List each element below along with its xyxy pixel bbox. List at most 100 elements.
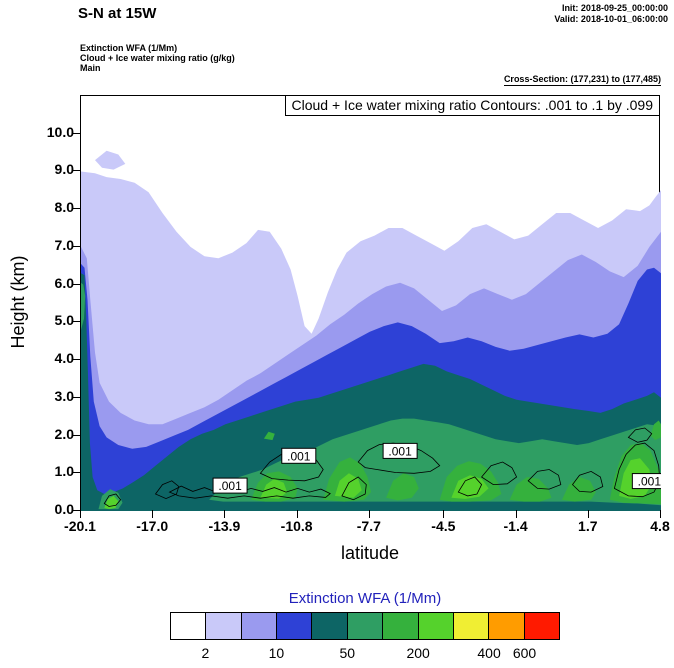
x-tick-mark bbox=[296, 510, 298, 518]
filled-region-lavender-blob-topleft bbox=[95, 150, 126, 170]
colorbar-swatch bbox=[382, 612, 419, 640]
x-tick-label: -10.8 bbox=[280, 518, 313, 534]
field-line-domain: Main bbox=[80, 63, 101, 73]
x-tick-mark bbox=[587, 510, 589, 518]
contour-line bbox=[627, 427, 653, 443]
y-tick-mark bbox=[72, 283, 80, 285]
filled-region-left-edge-green-sliver bbox=[81, 282, 86, 330]
colorbar-tick-label: 600 bbox=[512, 645, 537, 661]
x-tick-mark bbox=[443, 510, 445, 518]
y-tick-mark bbox=[72, 396, 80, 398]
contour-line bbox=[259, 451, 324, 482]
x-tick-label: -20.1 bbox=[64, 518, 96, 534]
contour-line bbox=[357, 442, 441, 474]
y-tick-label: 7.0 bbox=[54, 236, 74, 253]
filled-region-green-speck-2km bbox=[263, 431, 275, 441]
colorbar-swatch bbox=[346, 612, 384, 640]
colorbar-swatch bbox=[276, 612, 313, 640]
filled-region-surface-green-6 bbox=[562, 477, 596, 502]
x-tick-label: -1.4 bbox=[503, 518, 528, 534]
colorbar-swatch bbox=[205, 612, 242, 640]
x-tick-label: -7.7 bbox=[356, 518, 381, 534]
colorbar-tick-label: 50 bbox=[339, 645, 356, 661]
x-tick-mark bbox=[368, 510, 370, 518]
field-description: Extinction WFA (1/Mm) Cloud + Ice water … bbox=[80, 43, 235, 73]
y-tick-label: 1.0 bbox=[54, 463, 74, 480]
contour-label: .001 bbox=[388, 444, 412, 458]
x-tick-mark bbox=[515, 510, 517, 518]
contour-line bbox=[613, 442, 661, 498]
x-tick-label: 1.7 bbox=[578, 518, 598, 534]
y-tick-mark bbox=[72, 321, 80, 323]
contour-label-box bbox=[281, 447, 317, 464]
colorbar-tick-label: 200 bbox=[406, 645, 430, 661]
contour-label: .001 bbox=[638, 475, 661, 489]
contour-line bbox=[457, 476, 483, 497]
plot-area: .001 .001 .001 .001 Cloud + Ice water mixin… bbox=[80, 95, 661, 511]
y-tick-label: 0.0 bbox=[54, 501, 74, 517]
colorbar-swatch bbox=[523, 612, 560, 640]
filled-region-right-edge-green bbox=[650, 420, 661, 441]
run-times: Init: 2018-09-25_00:00:00 Valid: 2018-10… bbox=[554, 3, 668, 25]
contour-line bbox=[571, 470, 604, 493]
y-tick-label: 9.0 bbox=[54, 161, 74, 178]
y-tick-mark bbox=[72, 434, 80, 436]
x-tick-label: -17.0 bbox=[136, 518, 169, 534]
contour-info-box: Cloud + Ice water mixing ratio Contours:… bbox=[284, 95, 660, 116]
x-axis-title: latitude bbox=[340, 543, 400, 563]
contour-plot-canvas: .001 .001 .001 .001 bbox=[81, 150, 661, 511]
colorbar-title: Extinction WFA (1/Mm) bbox=[288, 590, 442, 607]
y-tick-mark bbox=[72, 472, 80, 474]
colorbar-swatch bbox=[488, 612, 525, 640]
y-tick-mark bbox=[72, 132, 80, 134]
x-tick-mark bbox=[660, 510, 661, 518]
y-tick-label: 8.0 bbox=[54, 199, 74, 216]
colorbar-swatch bbox=[311, 612, 348, 640]
y-tick-label: 6.0 bbox=[54, 274, 74, 291]
colorbar-tick-label: 2 bbox=[201, 645, 210, 661]
contour-label-box bbox=[382, 442, 418, 459]
contour-line bbox=[481, 461, 518, 486]
contour-line bbox=[154, 480, 180, 500]
y-axis-title: Height (km) bbox=[8, 255, 28, 349]
contour-label: .001 bbox=[218, 479, 242, 493]
colorbar bbox=[170, 612, 560, 640]
y-tick-label: 2.0 bbox=[54, 425, 74, 442]
contour-label-box bbox=[212, 477, 248, 494]
colorbar-swatch bbox=[452, 612, 490, 640]
colorbar-swatch bbox=[417, 612, 454, 640]
y-tick-label: 4.0 bbox=[54, 350, 74, 367]
y-tick-mark bbox=[72, 245, 80, 247]
y-tick-mark bbox=[72, 359, 80, 361]
filled-region-extinction-ge-200-band bbox=[209, 418, 661, 506]
filled-region-surface-green-5 bbox=[509, 477, 552, 502]
y-tick-mark bbox=[72, 170, 80, 172]
x-tick-mark bbox=[152, 510, 154, 518]
y-tick-mark bbox=[72, 208, 80, 210]
colorbar-tick-label: 400 bbox=[477, 645, 501, 661]
filled-region-lime-core-1 bbox=[260, 478, 288, 499]
y-tick-mark bbox=[72, 510, 80, 511]
x-tick-mark bbox=[224, 510, 226, 518]
contour-label: .001 bbox=[287, 449, 311, 463]
y-tick-label: 3.0 bbox=[54, 387, 74, 404]
init-time: Init: 2018-09-25_00:00:00 bbox=[561, 3, 668, 13]
contour-line bbox=[527, 469, 562, 490]
field-line-mixing-ratio: Cloud + Ice water mixing ratio (g/kg) bbox=[80, 53, 235, 63]
colorbar-tick-label: 10 bbox=[268, 645, 285, 661]
plot-title: S-N at 15W bbox=[78, 5, 157, 22]
x-tick-label: -13.9 bbox=[208, 518, 241, 534]
contour-line bbox=[103, 493, 122, 507]
colorbar-swatch bbox=[170, 612, 207, 640]
contour-label-box bbox=[631, 473, 661, 490]
valid-time: Valid: 2018-10-01_06:00:00 bbox=[554, 14, 668, 24]
x-tick-label: 4.8 bbox=[650, 518, 670, 534]
colorbar-swatch bbox=[240, 612, 278, 640]
y-tick-label: 5.0 bbox=[54, 312, 74, 329]
filled-region-surface-green-3 bbox=[386, 473, 419, 501]
y-tick-label: 10.0 bbox=[46, 123, 74, 140]
contour-line bbox=[341, 476, 367, 501]
cross-section-label: Cross-Section: (177,231) to (177,485) bbox=[503, 74, 661, 86]
x-tick-mark bbox=[80, 510, 81, 518]
